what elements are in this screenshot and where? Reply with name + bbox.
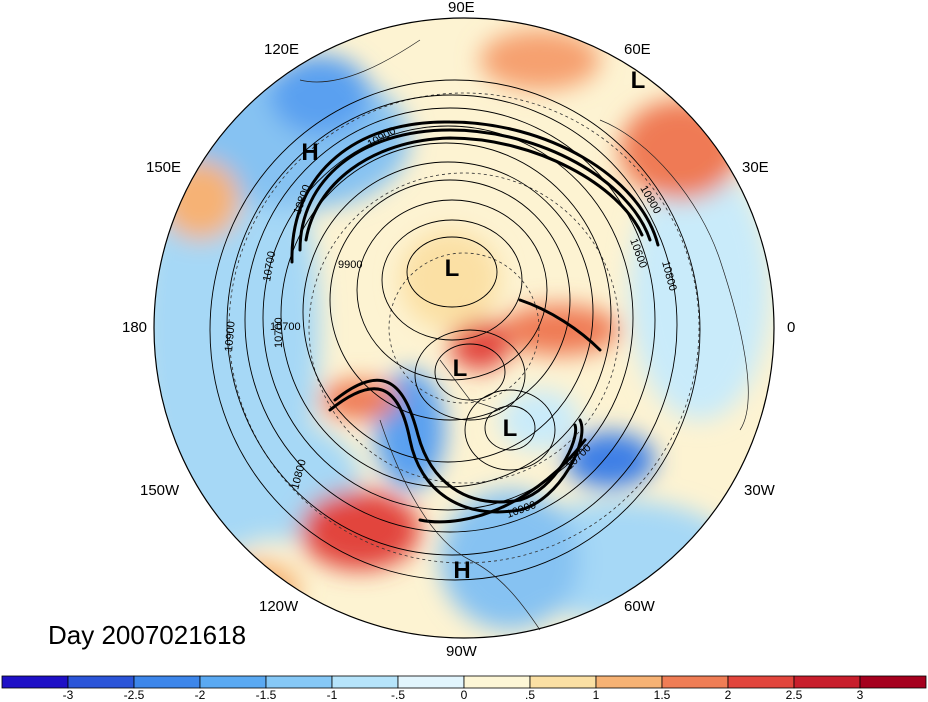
longitude-label: 150E — [146, 159, 182, 176]
colorbar-swatch — [859, 675, 927, 689]
colorbar-swatch — [265, 675, 333, 689]
height-contours — [209, 79, 701, 581]
contour-label: 10700 — [270, 321, 301, 333]
jet-stream — [290, 120, 660, 524]
colorbar-swatch — [529, 675, 597, 689]
longitude-label: 30W — [744, 482, 775, 499]
longitude-label: 120E — [264, 41, 300, 58]
contour-label: 10700 — [261, 250, 278, 282]
colorbar-tick-label: -1 — [326, 688, 338, 702]
longitude-label: 120W — [259, 598, 299, 615]
map-boundary — [153, 17, 775, 639]
colorbar-tick-label: -3 — [62, 688, 74, 702]
colorbar-tick-label: 1.5 — [653, 688, 671, 702]
colorbar-swatch — [595, 675, 663, 689]
longitude-label: 90W — [446, 643, 477, 660]
colorbar-tick-label: -2 — [194, 688, 206, 702]
graticule — [228, 92, 700, 564]
contour-label: 10900 — [223, 321, 238, 353]
high-pressure-marker: H — [453, 557, 470, 584]
longitude-label: 30E — [742, 159, 769, 176]
date-title: Day 2007021618 — [48, 620, 247, 650]
colorbar-swatch — [67, 675, 135, 689]
colorbar-tick-label: 0 — [460, 688, 468, 702]
longitude-label: 90E — [448, 0, 475, 16]
low-pressure-marker: L — [631, 67, 646, 94]
colorbar-swatch — [661, 675, 729, 689]
longitude-label: 60E — [624, 41, 651, 58]
colorbar-tick-label: 3 — [856, 688, 864, 702]
colorbar-swatch — [397, 675, 465, 689]
longitude-label: 0 — [787, 319, 796, 336]
coastlines — [299, 39, 749, 631]
colorbar-swatch — [1, 675, 69, 689]
colorbar-tick-label: 2.5 — [785, 688, 803, 702]
colorbar-tick-label: -2.5 — [123, 688, 145, 702]
high-pressure-marker: H — [301, 139, 318, 166]
colorbar-tick-label: 2 — [724, 688, 732, 702]
colorbar-tick-label: -1.5 — [255, 688, 277, 702]
pressure-system-markers: H L L L L H — [301, 67, 645, 584]
colorbar-swatch — [331, 675, 399, 689]
colorbar-tick-label: 1 — [592, 688, 600, 702]
low-pressure-marker: L — [503, 415, 518, 442]
colorbar-swatch — [463, 675, 531, 689]
longitude-label: 150W — [140, 482, 180, 499]
colorbar-swatch — [199, 675, 267, 689]
colorbar-tick-label: .5 — [524, 688, 536, 702]
longitude-label: 60W — [624, 598, 655, 615]
colorbar-swatch — [793, 675, 861, 689]
low-pressure-marker: L — [453, 355, 468, 382]
colorbar-tick-label: -.5 — [390, 688, 406, 702]
colorbar — [1, 675, 927, 689]
contour-label: 10700 — [273, 317, 285, 348]
colorbar-swatch — [727, 675, 795, 689]
longitude-label: 180 — [122, 319, 148, 336]
colorbar-swatch — [133, 675, 201, 689]
contour-label: 9900 — [338, 259, 362, 271]
low-pressure-marker: L — [445, 255, 460, 282]
